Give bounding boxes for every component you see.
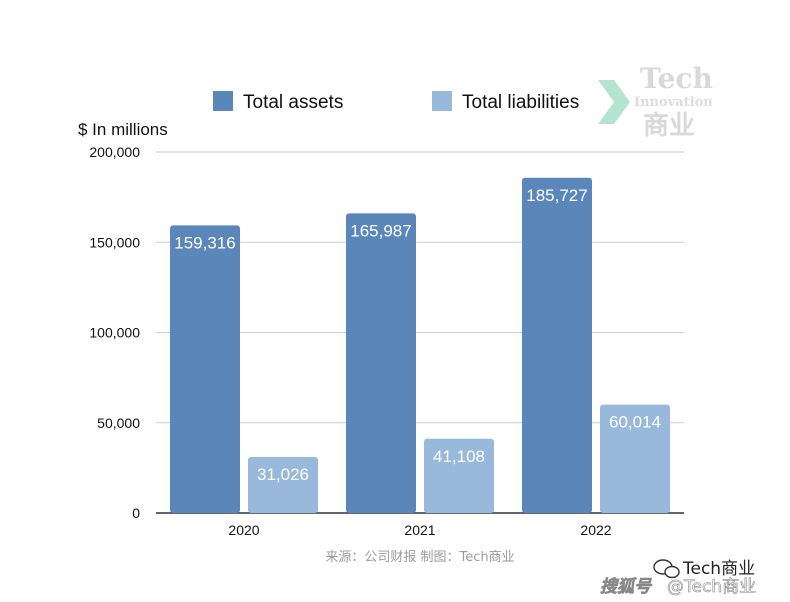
legend: Total assets Total liabilities [213,91,579,113]
bar-total-assets-2021 [346,213,416,513]
credit: Tech商业 搜狐号 @Tech商业 [600,559,757,597]
bar-total-liabilities-2021 [424,438,494,513]
data-label: 60,014 [609,413,661,432]
chevron-arrow-icon [598,80,630,124]
data-label: 41,108 [433,447,485,466]
credit-account: Tech商业 [682,559,755,579]
bar-total-liabilities-2022 [600,404,670,513]
gridlines [156,151,684,514]
watermark: Tech Innovation 商业 [598,62,713,141]
x-tick-label: 2021 [404,522,435,538]
source-note: 来源：公司财报 制图：Tech商业 [325,550,514,565]
data-label: 165,987 [350,221,411,240]
legend-swatch-total-assets [213,91,233,111]
y-tick-label: 50,000 [97,415,140,431]
legend-label-total-liabilities: Total liabilities [462,92,579,113]
x-tick-label: 2020 [228,522,259,538]
y-axis-ticks: 0 50,000 100,000 150,000 200,000 [89,144,140,521]
legend-swatch-total-liabilities [432,91,452,111]
watermark-line2: Innovation [634,95,713,110]
bar-total-liabilities-2020 [248,456,318,513]
x-axis-ticks: 2020 2021 2022 [228,522,611,538]
watermark-line3: 商业 [643,110,695,141]
platform-logo: 搜狐号 [600,577,653,597]
legend-label-total-assets: Total assets [243,92,343,113]
wechat-icon [653,559,680,579]
y-tick-label: 100,000 [89,325,140,341]
bar-total-assets-2020 [170,225,240,513]
data-label: 159,316 [174,233,235,252]
y-tick-label: 150,000 [89,234,140,250]
bar-total-assets-2022 [522,177,592,514]
x-tick-label: 2022 [580,522,611,538]
data-label: 31,026 [257,465,309,484]
y-tick-label: 0 [132,505,140,521]
y-tick-label: 200,000 [89,144,140,160]
bars: 159,316 31,026 165,987 41,108 185,727 60,014 [170,177,670,514]
data-label: 185,727 [526,186,587,205]
credit-handle: @Tech商业 [667,577,756,597]
y-axis-label: $ In millions [78,120,168,139]
watermark-line1: Tech [640,62,713,95]
